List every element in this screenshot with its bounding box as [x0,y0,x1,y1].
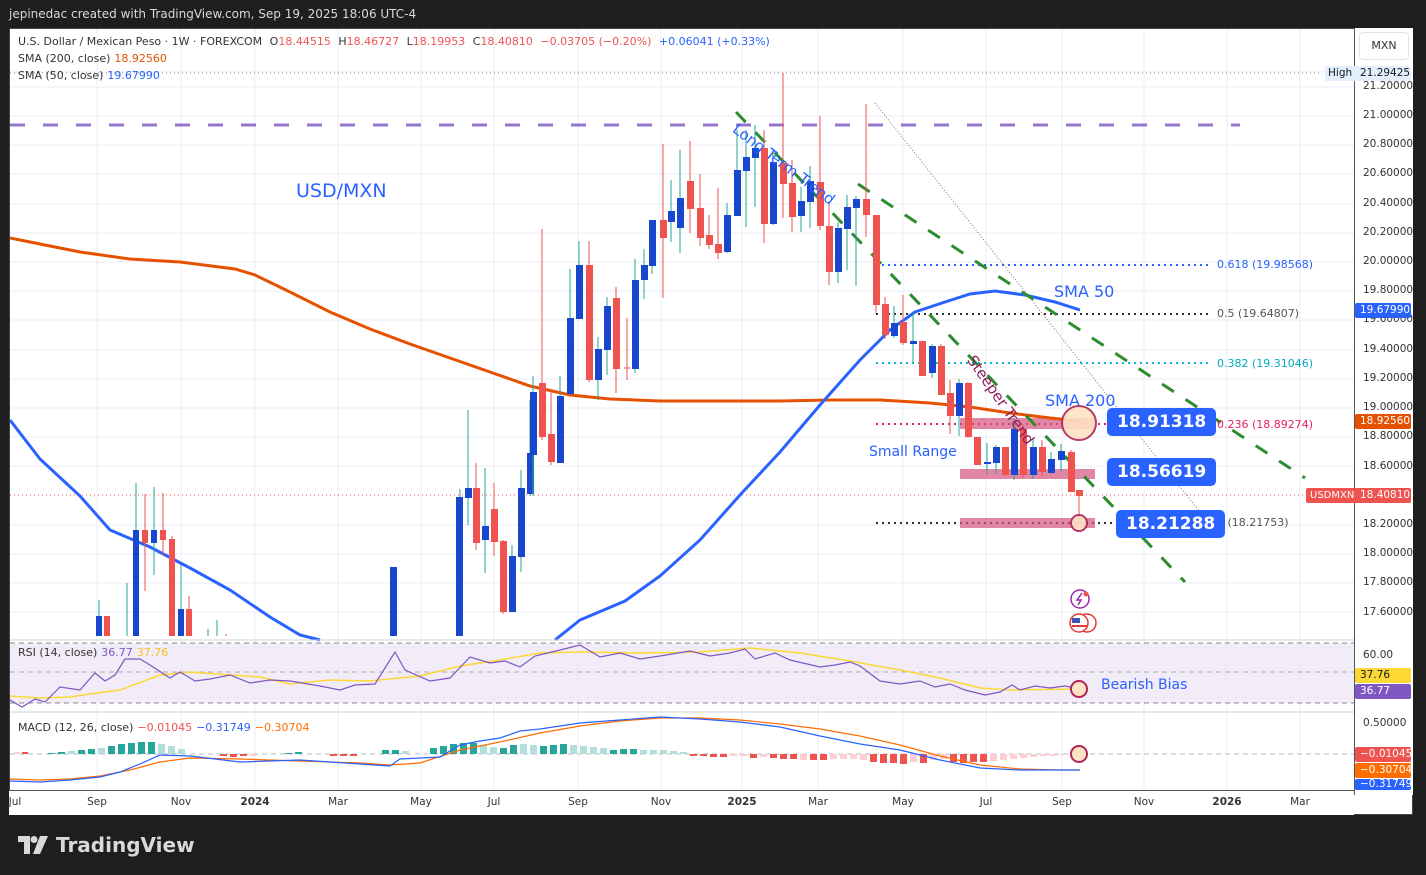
main-legend: U.S. Dollar / Mexican Peso · 1W · FOREXC… [18,33,770,84]
tradingview-brand: TradingView [56,833,195,857]
tradingview-logo[interactable]: TradingView [18,833,195,857]
sma200-tag: 18.92560 [1355,414,1411,429]
low-value: 18.19953 [412,35,466,48]
price-box-18-21288[interactable]: 18.21288 [1116,510,1226,538]
sma200-label: SMA 200 [1045,391,1116,410]
last-price-tag: 18.40810 [1355,488,1411,503]
macd-legend[interactable]: MACD (12, 26, close) −0.01045 −0.31749 −0.3… [18,721,310,734]
small-range-label: Small Range [869,444,957,460]
open-value: 18.44515 [278,35,331,48]
symbol-name: U.S. Dollar / Mexican Peso · 1W · FOREXC… [18,35,263,48]
price-box-18-56619[interactable]: 18.56619 [1107,458,1217,486]
time-axis[interactable]: Jul Sep Nov 2024 Mar May Jul Sep Nov 202… [9,790,1354,815]
fib-0-label: 0 (18.21753) [1217,516,1289,529]
fib-0382-label: 0.382 (19.31046) [1217,357,1314,370]
high-value-tag: 21.29425 [1355,66,1411,81]
rsi-ma-line [10,647,1081,699]
sma200-legend-row[interactable]: SMA (200, close) 18.92560 [18,52,167,65]
high-label-tag: High [1325,66,1356,81]
attribution-text: jepinedac created with TradingView.com, … [9,7,417,21]
attribution-bar: jepinedac created with TradingView.com, … [0,0,1426,28]
tradingview-logo-icon [18,836,48,854]
price-axis[interactable]: 21.20000 21.00000 20.80000 20.60000 20.4… [1354,28,1413,795]
macd-tag: −0.31749 [1355,779,1411,790]
sma50-tag: 19.67990 [1355,303,1411,318]
macd-line [10,716,1080,783]
sma50-legend-row[interactable]: SMA (50, close) 19.67990 [18,69,160,82]
grid [10,29,1354,790]
change-value: −0.03705 (−0.20%) [540,35,652,48]
currency-button[interactable]: MXN [1359,32,1409,60]
macd-signal-line [10,717,1080,781]
price-box-18-91318[interactable]: 18.91318 [1107,408,1217,436]
macd-signal-tag: −0.30704 [1355,763,1412,778]
close-value: 18.40810 [480,35,533,48]
macd-hist-tag: −0.01045 [1355,747,1412,762]
symbol-legend-row: U.S. Dollar / Mexican Peso · 1W · FOREXC… [18,35,770,48]
fib-0618-label: 0.618 (19.98568) [1217,258,1314,271]
rsi-legend[interactable]: RSI (14, close) 36.77 37.76 [18,646,169,659]
fib-0236-label: 0.236 (18.89274) [1217,418,1314,431]
chart-canvas[interactable] [10,29,1354,790]
sma200-line [10,236,1081,423]
pair-title-annotation: USD/MXN [296,180,387,202]
fib-05-label: 0.5 (19.64807) [1217,307,1300,320]
candles [96,73,1083,636]
high-value: 18.46727 [346,35,400,48]
symbol-tag: USDMXN [1306,488,1359,503]
rsi-tag: 36.77 [1355,684,1411,699]
rsi-line [10,644,1081,708]
sma50-label: SMA 50 [1054,282,1115,301]
change2-value: +0.06041 (+0.33%) [658,35,770,48]
rsi-ma-tag: 37.76 [1355,668,1411,683]
bearish-bias-label: Bearish Bias [1101,677,1188,693]
